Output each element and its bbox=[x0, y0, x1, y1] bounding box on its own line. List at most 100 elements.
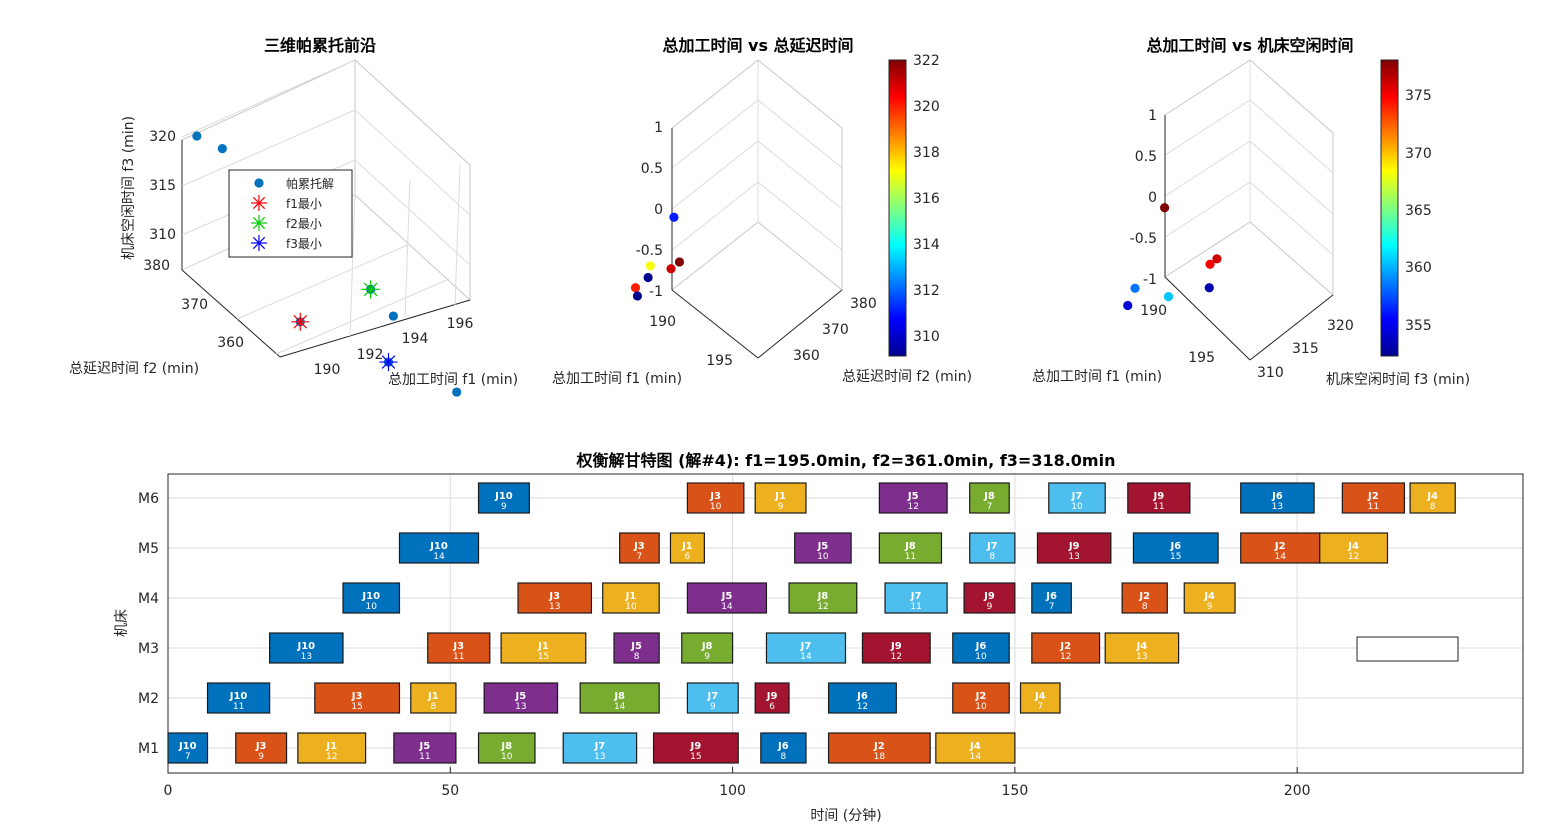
task-rect bbox=[235, 732, 288, 764]
x-tick: 190 bbox=[649, 314, 676, 330]
colorbar-tick: 316 bbox=[913, 191, 940, 207]
machine-label: M5 bbox=[138, 541, 159, 557]
x-axis-label: 时间 (分钟) bbox=[810, 807, 881, 824]
task-job-label: J8 bbox=[817, 591, 829, 602]
task-duration-label: 12 bbox=[857, 702, 868, 712]
task-job-label: J2 bbox=[1367, 491, 1379, 502]
chart-title: 总加工时间 vs 总延迟时间 bbox=[662, 36, 853, 55]
task-duration-label: 9 bbox=[778, 502, 784, 512]
z-tick: -1 bbox=[1143, 272, 1157, 288]
task-duration-label: 12 bbox=[326, 752, 337, 762]
task-rect bbox=[878, 482, 948, 514]
task-job-label: J2 bbox=[873, 741, 885, 752]
scatter-points bbox=[192, 131, 462, 397]
task-duration-label: 13 bbox=[594, 752, 605, 762]
x-axis-label: 总加工时间 f1 (min) bbox=[388, 372, 518, 388]
task-duration-label: 10 bbox=[625, 602, 637, 612]
task-duration-label: 11 bbox=[910, 602, 921, 612]
y-axis-label: 总延迟时间 f2 (min) bbox=[842, 369, 972, 385]
x-tick: 194 bbox=[402, 331, 429, 347]
task-job-label: J5 bbox=[515, 691, 527, 702]
chart-title: 权衡解甘特图 (解#4): f1=195.0min, f2=361.0min, … bbox=[576, 451, 1116, 470]
task-rect bbox=[167, 732, 209, 764]
task-duration-label: 12 bbox=[1348, 552, 1359, 562]
task-duration-label: 7 bbox=[1037, 702, 1043, 712]
task-rect bbox=[686, 682, 739, 714]
task-duration-label: 13 bbox=[301, 652, 312, 662]
pareto-point bbox=[388, 311, 398, 321]
machine-label: M6 bbox=[138, 491, 159, 507]
task-rect bbox=[206, 682, 271, 714]
task-job-label: J8 bbox=[701, 641, 713, 652]
task-rect bbox=[1132, 532, 1219, 564]
task-duration-label: 8 bbox=[781, 752, 787, 762]
colorbar-tick: 310 bbox=[913, 329, 940, 345]
task-rect bbox=[827, 682, 897, 714]
axes-box bbox=[181, 58, 471, 358]
legend-marker bbox=[251, 215, 267, 231]
legend-label: f3最小 bbox=[286, 237, 322, 251]
task-duration-label: 13 bbox=[549, 602, 560, 612]
task-job-label: J5 bbox=[630, 641, 642, 652]
task-job-label: J5 bbox=[907, 491, 919, 502]
task-job-label: J2 bbox=[1059, 641, 1071, 652]
x-tick: 195 bbox=[706, 353, 733, 369]
task-job-label: J9 bbox=[983, 591, 995, 602]
task-duration-label: 14 bbox=[721, 602, 733, 612]
task-rect bbox=[562, 732, 638, 764]
colorbar-ticks: 322 320 318 316 314 312 310 bbox=[913, 53, 940, 345]
task-job-label: J7 bbox=[800, 641, 812, 652]
task-duration-label: 9 bbox=[987, 602, 993, 612]
task-job-label: J10 bbox=[229, 691, 248, 702]
task-bar: J47 bbox=[1019, 682, 1061, 714]
task-rect bbox=[602, 582, 660, 614]
axis-ticks: 1 0.5 0 -0.5 -1 190 195 310 315 320 bbox=[1130, 108, 1354, 381]
gantt-panel: 权衡解甘特图 (解#4): f1=195.0min, f2=361.0min, … bbox=[114, 451, 1524, 824]
task-duration-label: 10 bbox=[975, 652, 987, 662]
task-job-label: J9 bbox=[766, 691, 778, 702]
colorbar: 375 370 365 360 355 bbox=[1380, 59, 1432, 357]
scatter-point bbox=[1130, 283, 1140, 293]
task-job-label: J6 bbox=[777, 741, 789, 752]
scatter-point bbox=[669, 212, 679, 222]
task-duration-label: 10 bbox=[366, 602, 378, 612]
task-job-label: J5 bbox=[721, 591, 733, 602]
task-duration-label: 18 bbox=[874, 752, 886, 762]
task-rect bbox=[681, 632, 734, 664]
task-job-label: J4 bbox=[1347, 541, 1359, 552]
colorbar-tick: 318 bbox=[913, 145, 940, 161]
z-axis-label: 机床空闲时间 f3 (min) bbox=[121, 116, 137, 260]
f1-vs-f2-panel: 总加工时间 vs 总延迟时间 1 0.5 0 -0.5 -1 190 195 3… bbox=[552, 36, 972, 387]
task-duration-label: 12 bbox=[817, 602, 828, 612]
legend-label: f2最小 bbox=[286, 217, 322, 231]
task-rect bbox=[1019, 682, 1061, 714]
task-rect bbox=[952, 632, 1010, 664]
axes-box bbox=[671, 59, 843, 359]
task-job-label: J10 bbox=[361, 591, 380, 602]
scatter-points bbox=[630, 212, 685, 301]
task-job-label: J3 bbox=[548, 591, 560, 602]
blank-box bbox=[1356, 636, 1459, 662]
task-bar: J18 bbox=[410, 682, 457, 714]
task-rect bbox=[427, 632, 491, 664]
task-duration-label: 8 bbox=[1430, 502, 1436, 512]
task-job-label: J2 bbox=[1138, 591, 1150, 602]
task-rect bbox=[652, 732, 739, 764]
scatter-point bbox=[1205, 259, 1215, 269]
x-tick: 195 bbox=[1188, 350, 1215, 366]
task-job-label: J4 bbox=[969, 741, 981, 752]
task-rect bbox=[314, 682, 401, 714]
task-rect bbox=[884, 582, 948, 614]
task-job-label: J1 bbox=[427, 691, 439, 702]
